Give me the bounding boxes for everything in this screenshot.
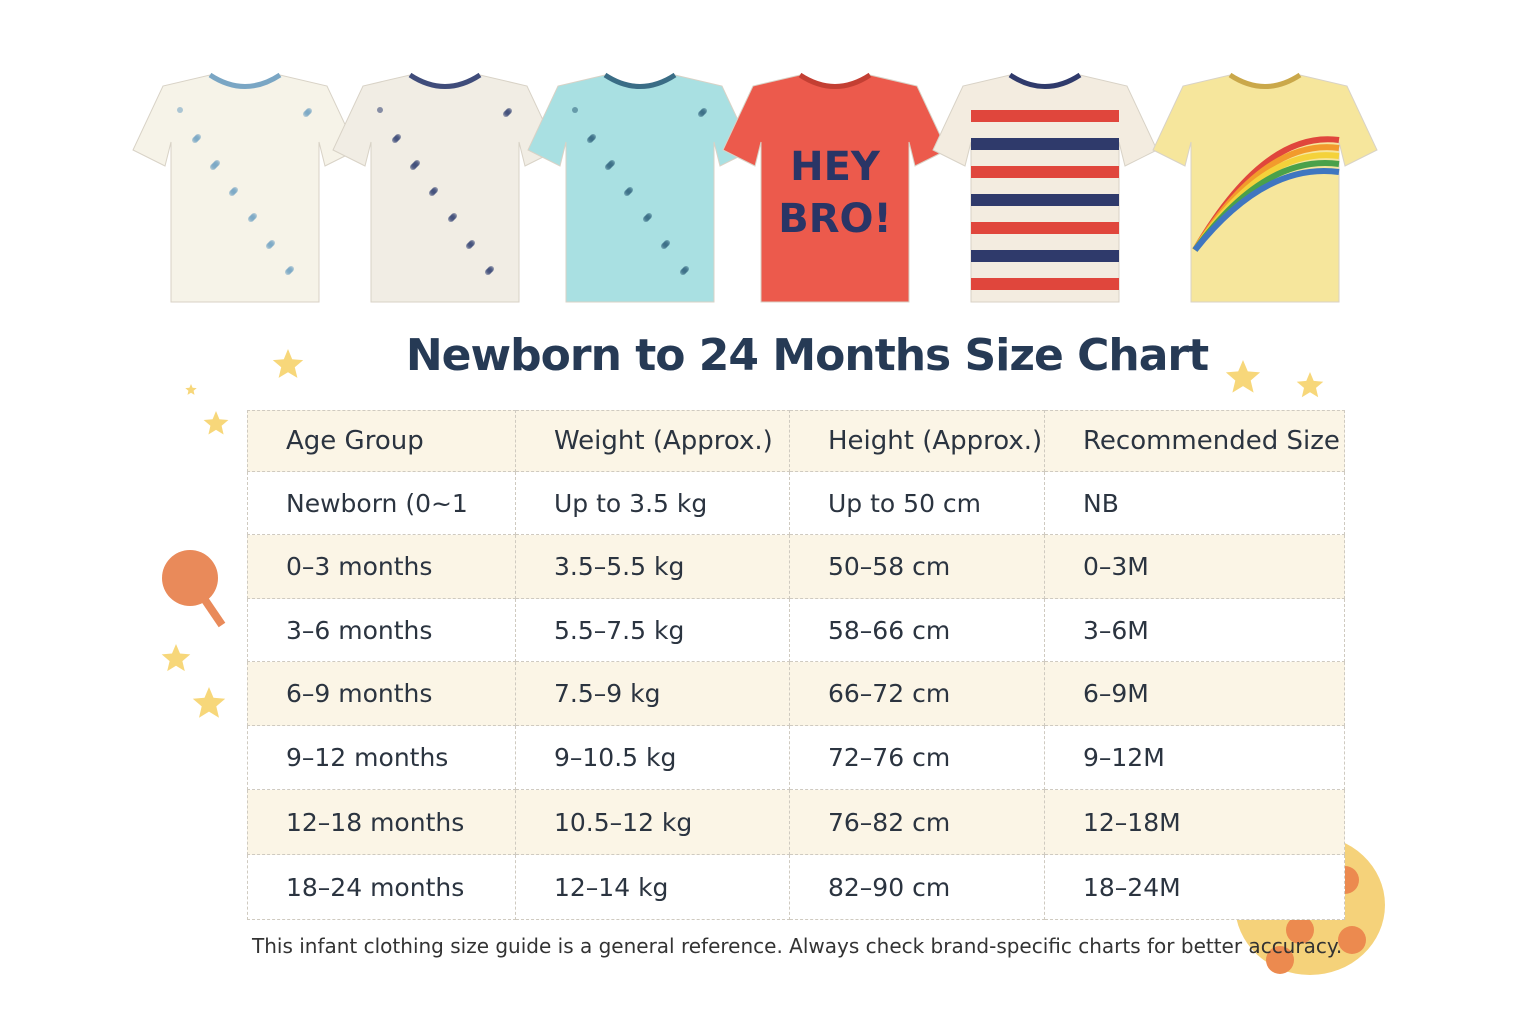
table-cell: 82–90 cm bbox=[790, 855, 1045, 920]
table-cell: 9–10.5 kg bbox=[516, 726, 790, 790]
table-cell: 7.5–9 kg bbox=[516, 662, 790, 726]
shirt-print: HEY bbox=[790, 144, 881, 190]
table-cell: 5.5–7.5 kg bbox=[516, 599, 790, 662]
print-dot bbox=[624, 190, 630, 196]
stripe bbox=[971, 166, 1119, 178]
star bbox=[1296, 372, 1324, 398]
print-dot bbox=[303, 111, 309, 117]
print-dot bbox=[266, 243, 272, 249]
table-cell: Up to 3.5 kg bbox=[516, 472, 790, 535]
print-dot bbox=[466, 243, 472, 249]
print-dot bbox=[680, 269, 686, 275]
rattle bbox=[162, 550, 218, 606]
table-cell: 18–24 months bbox=[247, 855, 516, 920]
print-dot bbox=[192, 137, 198, 143]
table-cell: Up to 50 cm bbox=[790, 472, 1045, 535]
table-cell: 3–6M bbox=[1045, 599, 1345, 662]
stripe bbox=[971, 278, 1119, 290]
rainbow bbox=[1192, 168, 1340, 252]
print-dot bbox=[661, 243, 667, 249]
table-cell: 12–18M bbox=[1045, 790, 1345, 855]
table-cell: Newborn (0~1 bbox=[247, 472, 516, 535]
table-cell: 9–12M bbox=[1045, 726, 1345, 790]
table-cell: NB bbox=[1045, 472, 1345, 535]
table-cell: 72–76 cm bbox=[790, 726, 1045, 790]
rattle-handle bbox=[201, 597, 226, 628]
print-dot bbox=[285, 269, 291, 275]
print-dot bbox=[572, 107, 578, 113]
table-cell: 50–58 cm bbox=[790, 535, 1045, 599]
star bbox=[192, 687, 226, 718]
star bbox=[272, 349, 304, 378]
table-cell: 18–24M bbox=[1045, 855, 1345, 920]
print-dot bbox=[392, 137, 398, 143]
title: Newborn to 24 Months Size Chart bbox=[405, 330, 1209, 381]
shirt bbox=[132, 74, 358, 303]
footnote: This infant clothing size guide is a gen… bbox=[252, 934, 1343, 958]
giraffe-spot bbox=[1286, 916, 1314, 944]
header-cell: Weight (Approx.) bbox=[516, 410, 790, 472]
collar bbox=[603, 72, 677, 89]
table-cell: 12–18 months bbox=[247, 790, 516, 855]
collar bbox=[208, 72, 282, 89]
shirt-print: BRO! bbox=[778, 196, 892, 242]
print-dot bbox=[177, 107, 183, 113]
star bbox=[1225, 360, 1261, 393]
table-cell: 3–6 months bbox=[247, 599, 516, 662]
print-dot bbox=[503, 111, 509, 117]
table-cell: 6–9 months bbox=[247, 662, 516, 726]
print-dot bbox=[698, 111, 704, 117]
stripe bbox=[971, 250, 1119, 262]
table-cell: 3.5–5.5 kg bbox=[516, 535, 790, 599]
shirt bbox=[932, 74, 1158, 303]
stripe bbox=[971, 110, 1119, 122]
giraffe-spot bbox=[1266, 946, 1294, 974]
print-dot bbox=[643, 216, 649, 222]
shirt bbox=[332, 74, 558, 303]
print-dot bbox=[229, 190, 235, 196]
stripe bbox=[971, 194, 1119, 206]
table-cell: 76–82 cm bbox=[790, 790, 1045, 855]
collar bbox=[1008, 72, 1082, 89]
stripe bbox=[971, 222, 1119, 234]
collar bbox=[1228, 72, 1302, 89]
print-dot bbox=[485, 269, 491, 275]
print-dot bbox=[248, 216, 254, 222]
print-dot bbox=[210, 164, 216, 170]
star bbox=[161, 644, 191, 672]
print-dot bbox=[429, 190, 435, 196]
header-cell: Recommended Size bbox=[1045, 410, 1345, 472]
table-cell: 58–66 cm bbox=[790, 599, 1045, 662]
header-cell: Age Group bbox=[247, 410, 516, 472]
collar bbox=[408, 72, 482, 89]
print-dot bbox=[605, 164, 611, 170]
table-cell: 0–3M bbox=[1045, 535, 1345, 599]
table-cell: 0–3 months bbox=[247, 535, 516, 599]
table-cell: 12–14 kg bbox=[516, 855, 790, 920]
giraffe-spot bbox=[1338, 926, 1366, 954]
star bbox=[203, 411, 229, 435]
table-cell: 9–12 months bbox=[247, 726, 516, 790]
table-cell: 66–72 cm bbox=[790, 662, 1045, 726]
collar bbox=[798, 72, 872, 89]
table-cell: 6–9M bbox=[1045, 662, 1345, 726]
shirt bbox=[527, 74, 753, 303]
print-dot bbox=[410, 164, 416, 170]
stripe bbox=[971, 138, 1119, 150]
print-dot bbox=[587, 137, 593, 143]
table-cell: 10.5–12 kg bbox=[516, 790, 790, 855]
header-cell: Height (Approx.) bbox=[790, 410, 1045, 472]
print-dot bbox=[448, 216, 454, 222]
print-dot bbox=[377, 107, 383, 113]
star bbox=[185, 384, 197, 395]
